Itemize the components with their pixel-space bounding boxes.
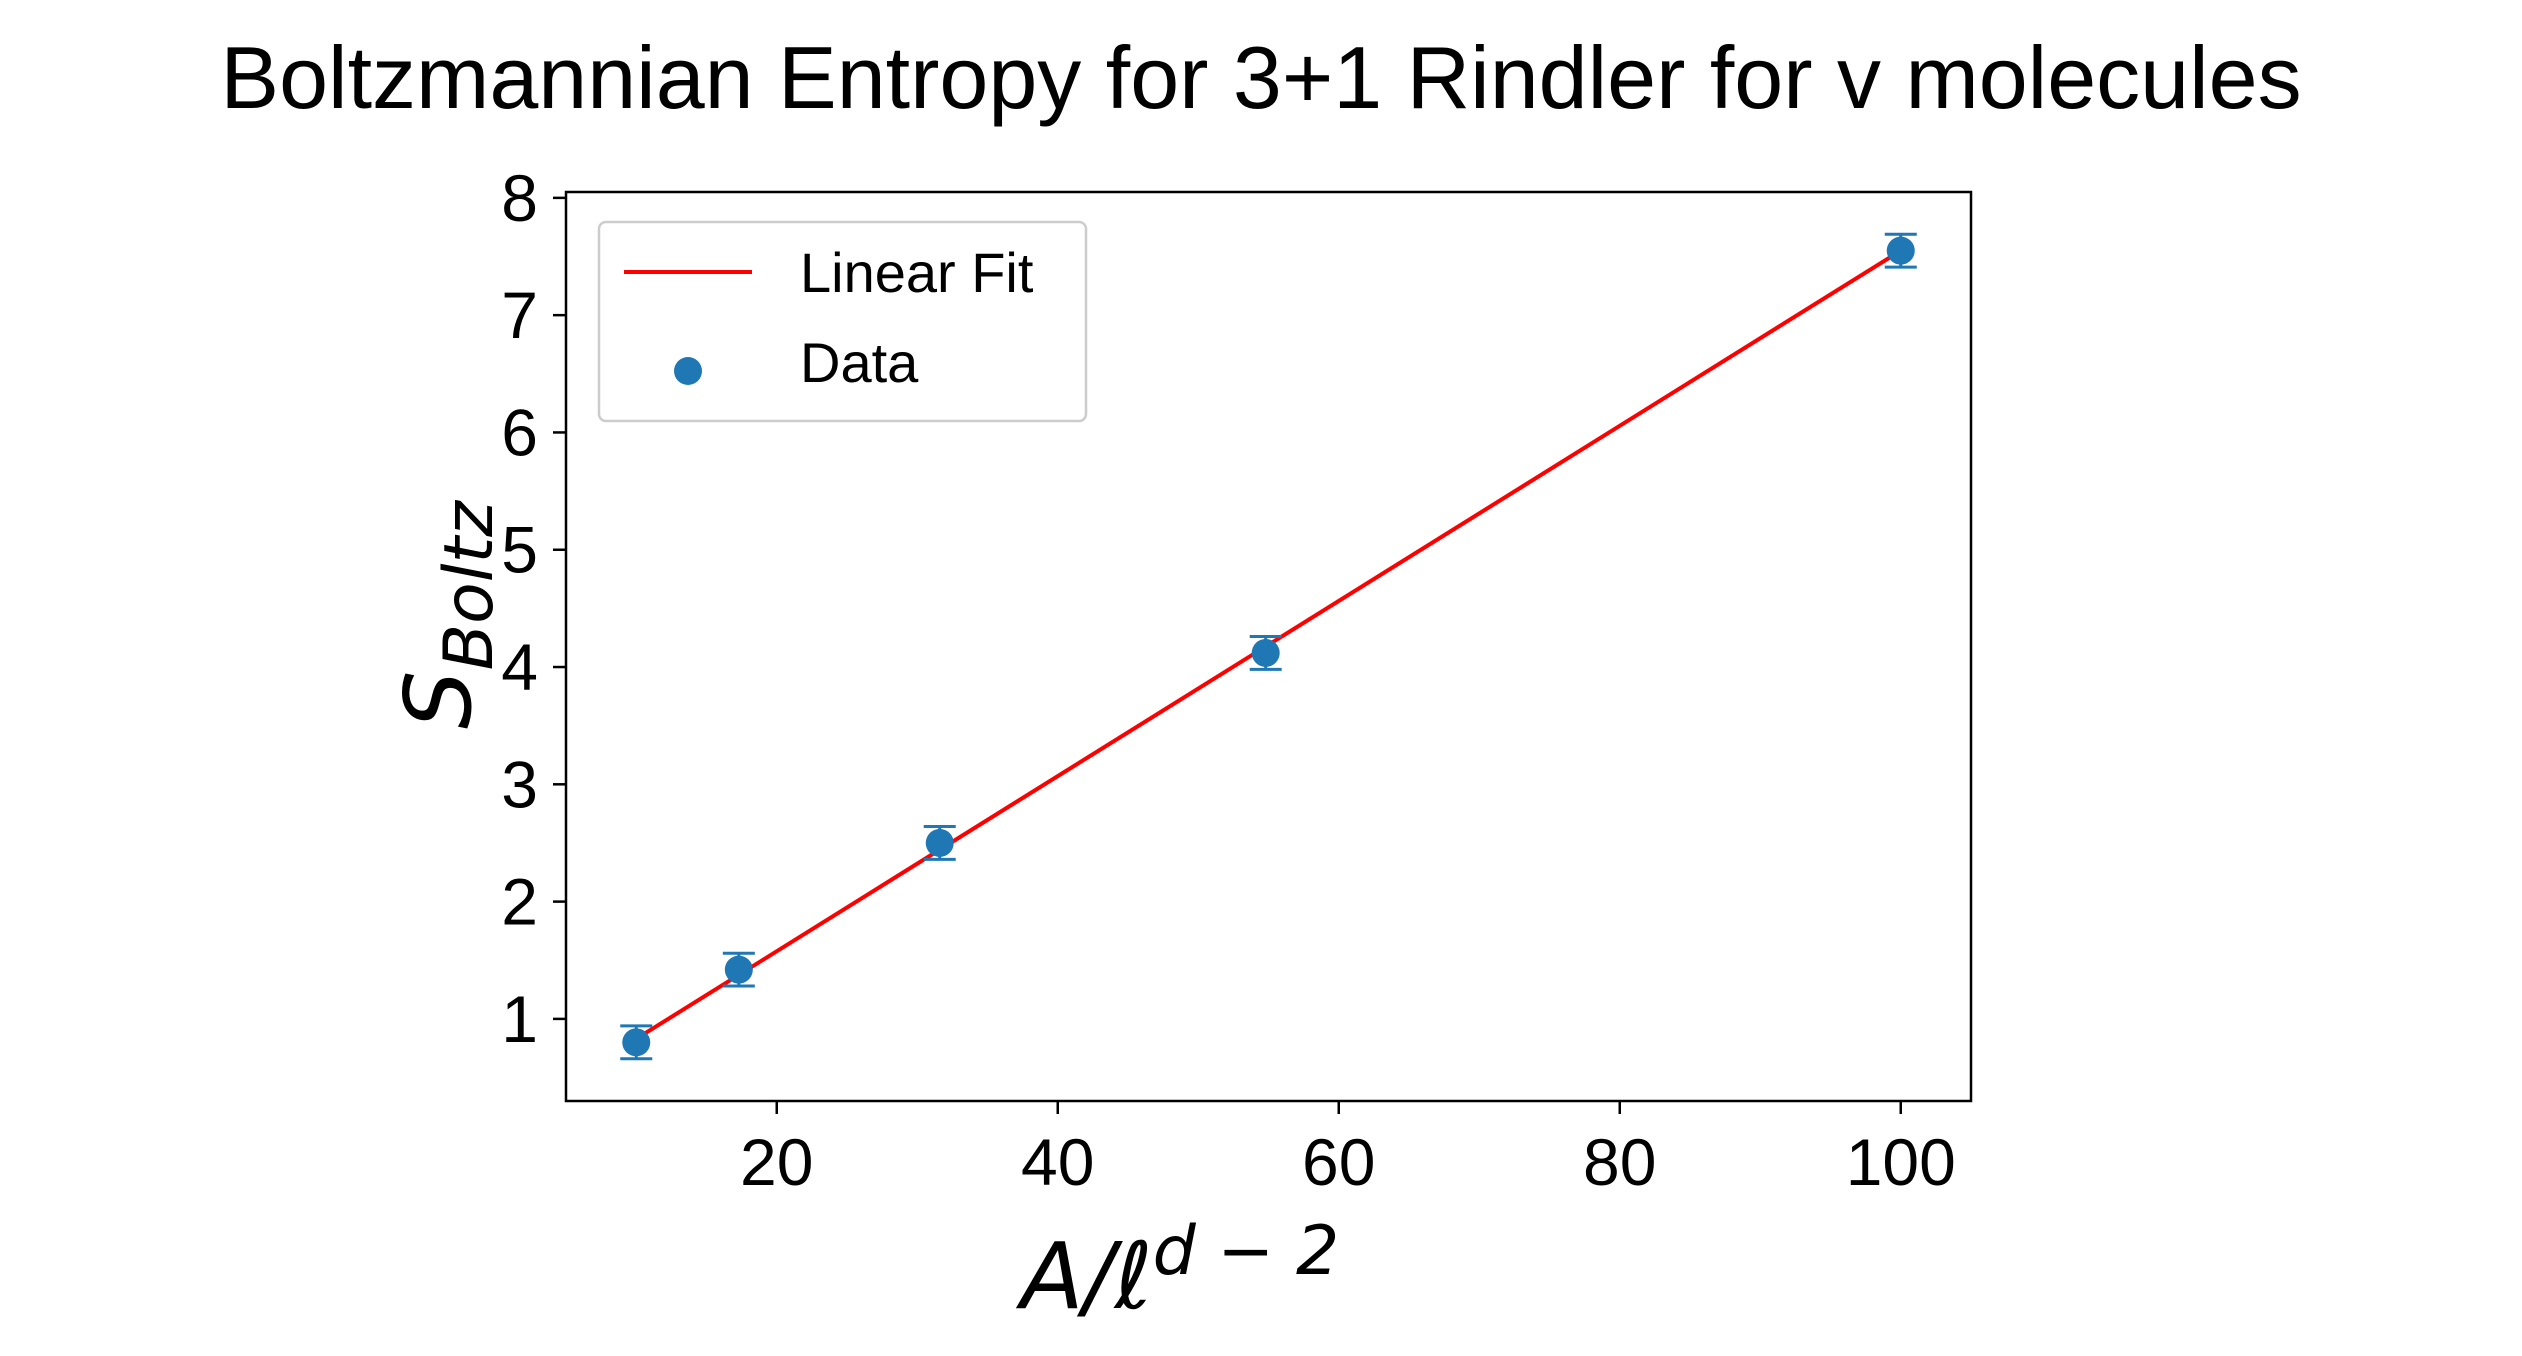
y-axis-ticks: 1 2 3 4 5 6 7 8	[501, 161, 566, 1056]
plot-area	[564, 190, 1973, 1103]
x-tick-label: 20	[740, 1125, 813, 1199]
y-tick-label: 4	[501, 630, 538, 704]
data-points-layer	[620, 232, 1917, 1061]
y-tick-label: 6	[501, 395, 538, 469]
y-tick-label: 5	[501, 513, 538, 587]
y-tick-label: 7	[501, 278, 538, 352]
data-point	[622, 1028, 651, 1057]
y-tick-label: 2	[501, 865, 538, 939]
y-tick-label: 8	[501, 161, 538, 235]
y-tick-label: 1	[501, 982, 538, 1056]
data-point	[1886, 236, 1915, 265]
legend-fit-label: Linear Fit	[800, 241, 1034, 304]
x-axis-label-base: A/ℓ	[1016, 1223, 1153, 1330]
x-tick-label: 100	[1846, 1125, 1956, 1199]
legend-data-label: Data	[800, 331, 919, 394]
legend-data-swatch	[674, 357, 702, 385]
data-point	[724, 955, 753, 984]
y-axis-label: SBoltz	[385, 500, 509, 729]
y-tick-label: 3	[501, 747, 538, 821]
x-axis-label-superscript: d − 2	[1153, 1212, 1340, 1291]
x-axis-ticks: 20 40 60 80 100	[740, 1101, 1956, 1199]
x-tick-label: 60	[1302, 1125, 1375, 1199]
x-tick-label: 40	[1021, 1125, 1094, 1199]
x-tick-label: 80	[1583, 1125, 1656, 1199]
legend: Linear Fit Data	[597, 220, 1088, 423]
y-axis-label-subscript: Boltz	[430, 500, 509, 671]
data-point	[1251, 638, 1280, 667]
data-point	[925, 828, 954, 857]
y-axis-label-base: S	[385, 671, 492, 729]
x-axis-label: A/ℓd − 2	[1016, 1212, 1340, 1330]
chart-title: Boltzmannian Entropy for 3+1 Rindler for…	[220, 28, 2301, 127]
